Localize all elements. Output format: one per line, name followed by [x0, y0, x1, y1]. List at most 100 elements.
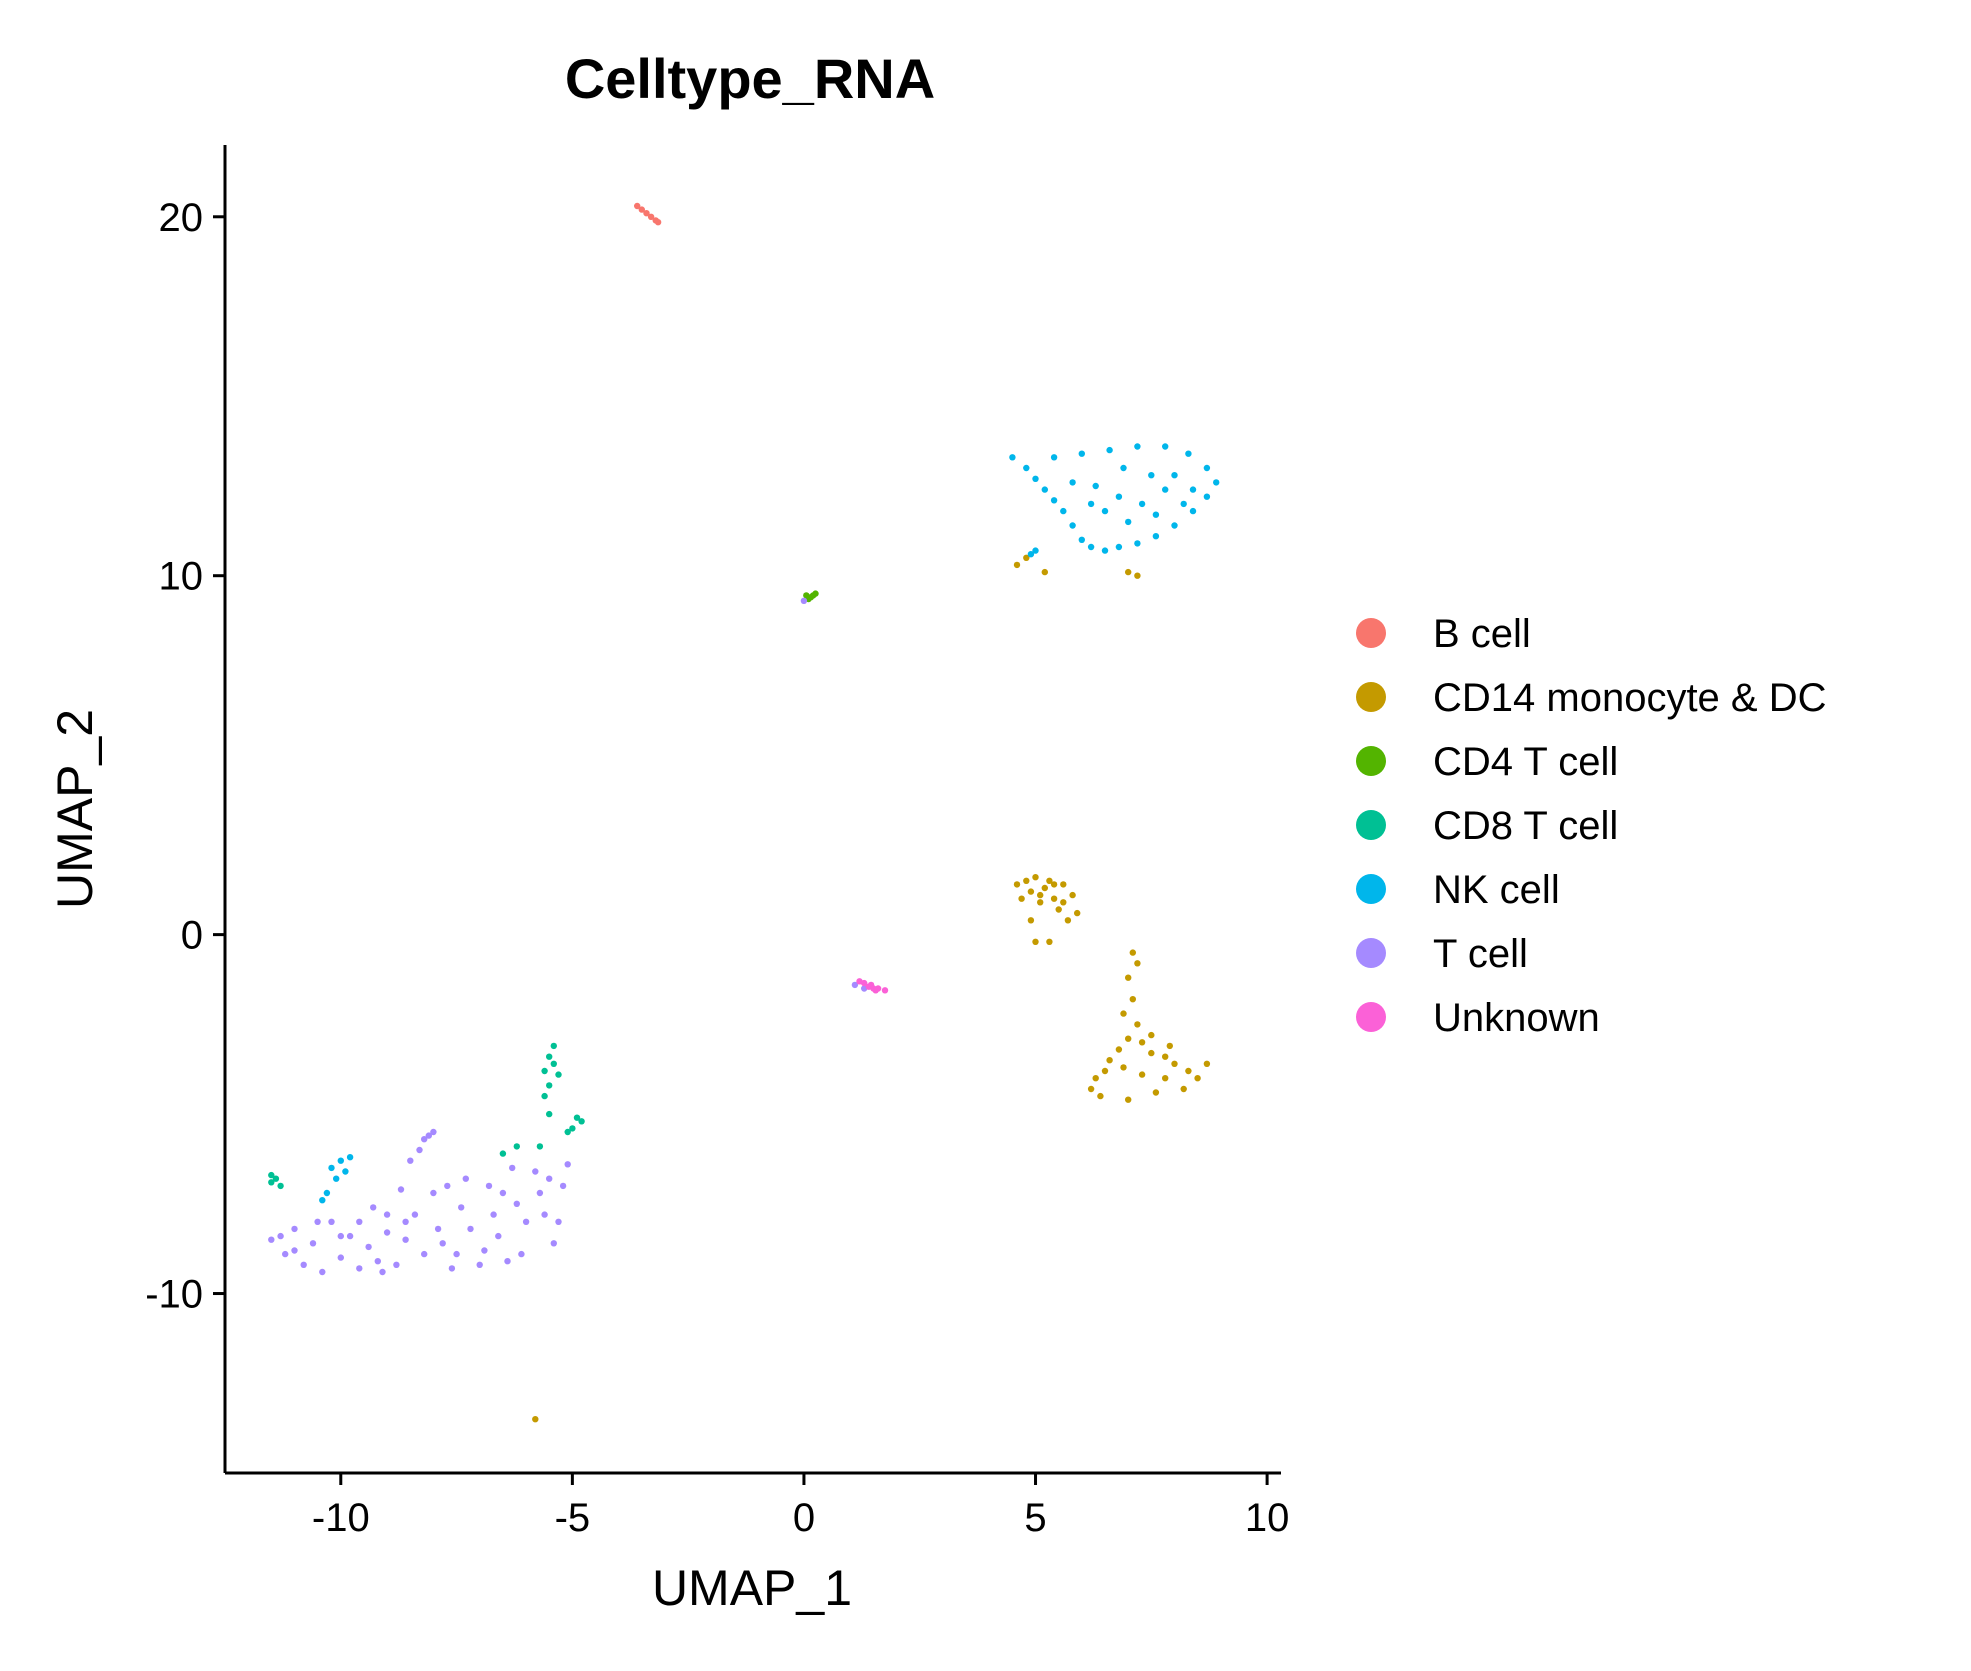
point-4-26 [1138, 500, 1146, 508]
point-1-19 [1060, 899, 1067, 906]
point-5-5 [319, 1268, 326, 1276]
point-3-2 [541, 1067, 548, 1075]
point-5-37 [462, 1175, 469, 1182]
point-1-30 [1106, 1057, 1113, 1064]
point-4-1 [1023, 464, 1030, 472]
point-1-40 [1152, 1089, 1160, 1096]
point-4-20 [1134, 443, 1141, 450]
y-axis-label: UMAP_2 [47, 709, 103, 909]
point-1-24 [1120, 1010, 1127, 1017]
point-4-12 [1152, 533, 1160, 540]
point-5-18 [439, 1240, 446, 1247]
point-5-36 [481, 1247, 488, 1254]
point-5-24 [495, 1232, 502, 1240]
point-1-16 [1046, 938, 1053, 945]
point-1-8 [1050, 895, 1058, 902]
legend-label: CD4 T cell [1433, 740, 1618, 784]
point-4-7 [1078, 536, 1086, 543]
point-5-0 [268, 1236, 275, 1243]
point-4-3 [1041, 486, 1049, 493]
point-5-59 [453, 1250, 460, 1258]
point-5-30 [550, 1240, 557, 1247]
legend-label: Unknown [1433, 996, 1600, 1040]
point-5-40 [421, 1136, 428, 1143]
point-1-36 [1087, 1085, 1095, 1093]
point-5-13 [393, 1261, 400, 1269]
point-4-43 [333, 1175, 340, 1182]
point-1-47 [1166, 1042, 1174, 1050]
point-4-31 [1148, 472, 1155, 479]
legend-key [1356, 1002, 1386, 1032]
point-5-45 [383, 1211, 391, 1218]
point-5-33 [555, 1218, 562, 1226]
point-4-32 [1120, 464, 1127, 472]
point-3-9 [578, 1118, 585, 1125]
point-3-4 [550, 1060, 557, 1068]
point-4-6 [1069, 522, 1076, 529]
point-4-42 [346, 1154, 354, 1161]
point-5-61 [851, 981, 859, 989]
point-4-40 [328, 1164, 335, 1172]
point-5-60 [800, 597, 808, 604]
point-5-7 [337, 1254, 344, 1261]
point-4-34 [1069, 479, 1076, 486]
point-1-26 [1125, 1035, 1132, 1042]
point-5-49 [314, 1218, 321, 1226]
point-3-11 [546, 1110, 553, 1118]
point-1-6 [1041, 884, 1049, 892]
point-4-5 [1060, 507, 1067, 515]
point-4-39 [1032, 547, 1039, 554]
point-1-18 [1050, 881, 1058, 888]
point-1-41 [1180, 1085, 1187, 1093]
point-3-1 [546, 1053, 553, 1060]
x-tick-label: 10 [1245, 1496, 1290, 1540]
point-4-33 [1171, 472, 1178, 479]
point-3-15 [272, 1175, 280, 1182]
point-5-10 [365, 1243, 372, 1251]
point-1-21 [1134, 960, 1141, 967]
point-5-21 [467, 1225, 474, 1233]
point-5-56 [518, 1250, 525, 1258]
point-5-52 [490, 1211, 497, 1218]
point-4-25 [1115, 493, 1123, 500]
point-5-15 [411, 1211, 419, 1218]
point-5-28 [532, 1168, 539, 1175]
point-1-32 [1101, 1067, 1109, 1075]
point-5-32 [564, 1161, 571, 1168]
y-tick-label: 20 [159, 196, 204, 240]
legend-label: T cell [1433, 932, 1528, 976]
point-5-14 [402, 1236, 409, 1243]
point-1-31 [1162, 1053, 1169, 1060]
point-6-7 [881, 987, 889, 994]
point-1-38 [1097, 1092, 1104, 1100]
point-1-49 [1023, 554, 1030, 561]
point-1-11 [1064, 917, 1072, 924]
point-4-13 [1171, 522, 1178, 529]
point-1-12 [1069, 891, 1076, 899]
legend: B cell CD14 monocyte & DC CD4 T cell CD8 T … [1356, 612, 1826, 1040]
x-tick-label: 0 [793, 1496, 815, 1540]
point-1-48 [1013, 561, 1021, 569]
point-5-6 [328, 1218, 335, 1226]
point-5-44 [397, 1186, 405, 1193]
point-5-8 [346, 1232, 354, 1240]
point-1-42 [1138, 1071, 1146, 1078]
y-tick-label: 10 [159, 555, 204, 599]
point-3-7 [573, 1114, 581, 1121]
point-1-45 [1203, 1060, 1211, 1068]
point-5-38 [444, 1182, 451, 1190]
point-1-22 [1125, 974, 1132, 981]
point-4-36 [1152, 511, 1160, 518]
point-1-17 [1037, 891, 1044, 899]
point-4-16 [1213, 479, 1220, 486]
point-5-35 [509, 1164, 516, 1172]
points-layer [268, 202, 1220, 1423]
point-5-55 [379, 1268, 386, 1276]
x-axis-label: UMAP_1 [652, 1560, 852, 1616]
point-0-1 [638, 206, 645, 213]
point-3-17 [277, 1182, 284, 1190]
point-4-41 [337, 1157, 344, 1164]
point-3-0 [550, 1042, 557, 1050]
point-4-10 [1115, 543, 1123, 551]
point-5-41 [430, 1128, 437, 1136]
